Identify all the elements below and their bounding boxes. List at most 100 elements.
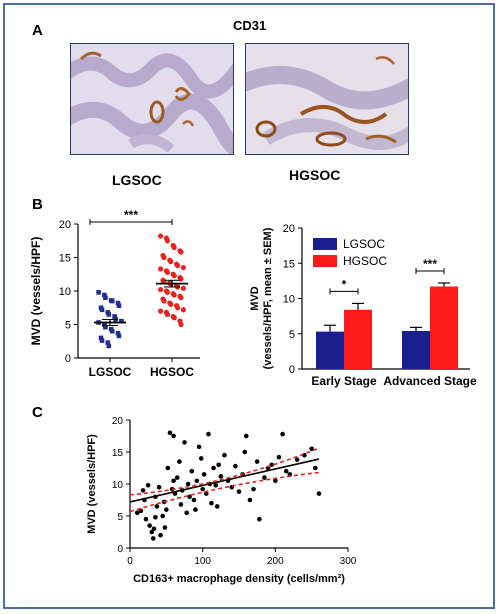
corr-point bbox=[162, 525, 168, 530]
corr-point bbox=[154, 504, 160, 509]
corr-point bbox=[191, 497, 197, 503]
corr-ci-upper bbox=[129, 447, 320, 496]
legend-swatch-lgsoc bbox=[313, 238, 337, 250]
corr-point bbox=[283, 468, 289, 474]
corr-point bbox=[185, 481, 191, 487]
corr-y-tick-label: 0 bbox=[117, 544, 123, 555]
corr-point bbox=[276, 454, 282, 460]
ihc-title: CD31 bbox=[233, 18, 267, 33]
corr-x-tick-label: 100 bbox=[194, 556, 211, 567]
corr-point bbox=[200, 486, 205, 492]
corr-point bbox=[201, 472, 207, 477]
corr-point bbox=[242, 449, 248, 455]
corr-point bbox=[138, 508, 144, 514]
ihc-image-hgsoc bbox=[245, 43, 409, 155]
dotplot-point-hgsoc bbox=[178, 321, 184, 328]
dotplot-point-hgsoc bbox=[168, 258, 174, 265]
dotplot-point-lgsoc bbox=[119, 318, 124, 324]
dotplot-point-hgsoc bbox=[164, 289, 170, 295]
corr-point bbox=[147, 523, 152, 528]
bar-y-tick-label: 15 bbox=[283, 258, 295, 270]
bar-y-tick-label: 20 bbox=[283, 223, 295, 235]
corr-point bbox=[156, 484, 162, 490]
dotplot-point-lgsoc bbox=[116, 333, 122, 339]
legend-label-hgsoc: HGSOC bbox=[343, 254, 387, 268]
dotplot-point-hgsoc bbox=[178, 249, 184, 255]
corr-point bbox=[206, 431, 211, 437]
corr-point bbox=[247, 497, 253, 503]
corr-point bbox=[145, 482, 151, 488]
bar-lgsoc bbox=[402, 330, 430, 369]
corr-regression-line bbox=[129, 458, 320, 503]
corr-point bbox=[167, 430, 173, 436]
dotplot-y-label: MVD (vessels/HPF) bbox=[29, 237, 43, 346]
dotplot-point-lgsoc bbox=[115, 330, 121, 336]
corr-ci-lower bbox=[129, 471, 320, 513]
bar-y-label-line2: (vessels/HPF, mean ± SEM) bbox=[262, 227, 274, 369]
corr-point bbox=[273, 478, 278, 484]
corr-point bbox=[153, 514, 158, 520]
dotplot-point-hgsoc bbox=[171, 272, 177, 279]
corr-point bbox=[251, 486, 256, 492]
bar-y-tick-label: 5 bbox=[289, 329, 295, 341]
dotplot-y-tick-label: 15 bbox=[59, 253, 71, 265]
corr-point bbox=[313, 465, 318, 471]
corr-point bbox=[294, 457, 300, 462]
corr-point bbox=[196, 444, 202, 450]
dotplot-point-hgsoc bbox=[161, 298, 167, 304]
dotplot-point-hgsoc bbox=[180, 264, 186, 271]
panel-a-label: A bbox=[32, 22, 43, 39]
dotplot-point-hgsoc bbox=[161, 254, 167, 261]
dotplot-point-hgsoc bbox=[180, 307, 186, 313]
corr-x-tick-label: 200 bbox=[267, 556, 284, 567]
bar-y-tick-label: 0 bbox=[289, 364, 295, 376]
corr-point bbox=[316, 491, 322, 496]
dotplot-point-lgsoc bbox=[102, 322, 107, 327]
corr-point bbox=[182, 440, 187, 445]
corr-point bbox=[158, 532, 163, 538]
corr-point bbox=[214, 504, 220, 509]
corr-point bbox=[174, 475, 180, 480]
corr-point bbox=[177, 459, 182, 464]
corr-point bbox=[280, 431, 285, 437]
dotplot-point-lgsoc bbox=[99, 307, 105, 313]
corr-point bbox=[213, 482, 219, 488]
dotplot-point-hgsoc bbox=[175, 262, 181, 269]
dotplot-x-tick-label: HGSOC bbox=[150, 365, 194, 379]
corr-point bbox=[134, 510, 140, 516]
dotplot-point-hgsoc bbox=[164, 269, 170, 275]
corr-y-tick-label: 10 bbox=[112, 480, 124, 491]
dotplot-point-hgsoc bbox=[158, 233, 164, 239]
dotplot-y-tick-label: 10 bbox=[59, 286, 71, 298]
bar-x-tick-label: Advanced Stage bbox=[383, 374, 477, 388]
dotplot-point-hgsoc bbox=[171, 244, 177, 251]
corr-point bbox=[216, 462, 221, 468]
dotplot-point-hgsoc bbox=[168, 301, 174, 307]
bar-hgsoc bbox=[344, 309, 372, 369]
corr-y-label: MVD (vessels/HPF) bbox=[86, 434, 98, 534]
corr-point bbox=[160, 513, 165, 519]
dotplot-x-tick-label: LGSOC bbox=[89, 365, 132, 379]
corr-x-label: CD163+ macrophage density (cells/mm²) bbox=[133, 573, 345, 585]
dotplot-point-hgsoc bbox=[158, 287, 164, 293]
corr-point bbox=[194, 478, 200, 484]
corr-point bbox=[233, 463, 238, 469]
corr-point bbox=[150, 536, 156, 541]
corr-y-tick-label: 20 bbox=[112, 416, 124, 427]
panel-c-label: C bbox=[32, 404, 43, 421]
dotplot-point-hgsoc bbox=[180, 285, 186, 291]
dotplot-sig-marker: *** bbox=[124, 208, 138, 222]
ihc-hgsoc-picture bbox=[246, 44, 408, 154]
corr-point bbox=[164, 507, 169, 512]
dotplot-point-lgsoc bbox=[116, 303, 122, 309]
corr-point bbox=[254, 459, 260, 464]
corr-point bbox=[262, 475, 267, 480]
corr-point bbox=[211, 465, 216, 471]
corr-x-tick-label: 300 bbox=[340, 556, 357, 567]
dotplot-point-lgsoc bbox=[106, 312, 112, 317]
corr-point bbox=[184, 510, 189, 516]
dotplot-point-hgsoc bbox=[158, 308, 164, 314]
corr-point bbox=[165, 465, 171, 471]
corr-x-tick-label: 0 bbox=[127, 556, 133, 567]
dotplot-point-lgsoc bbox=[105, 340, 111, 345]
